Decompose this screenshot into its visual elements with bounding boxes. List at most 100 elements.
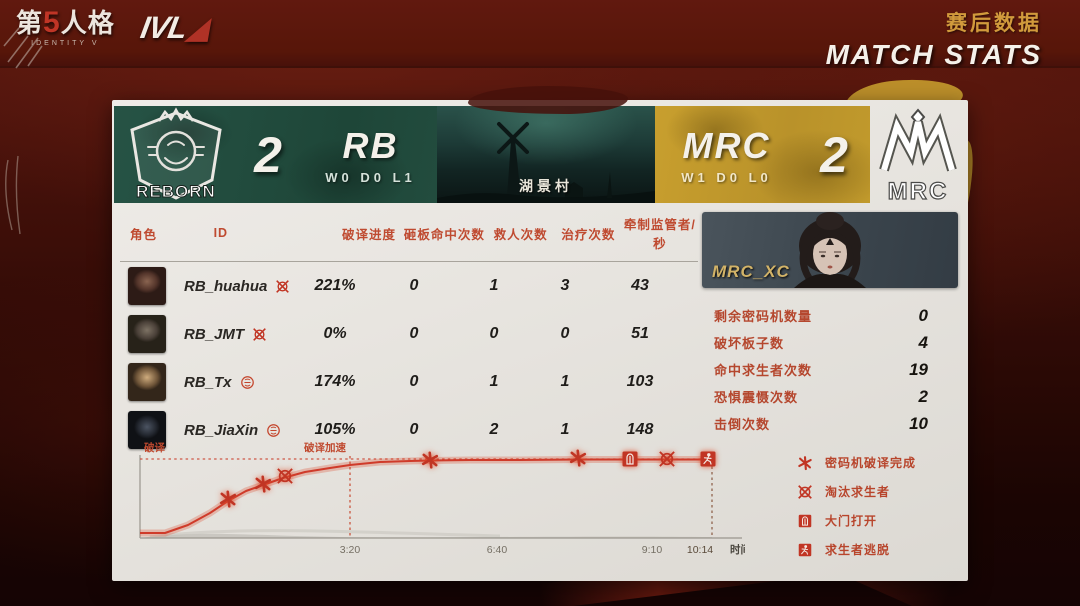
hunter-portrait: [794, 212, 866, 288]
map-preview: 湖景村: [437, 106, 655, 203]
hunter-id: MRC_XC: [712, 262, 790, 281]
legend-label: 大门打开: [825, 514, 878, 528]
rescues: 1: [489, 277, 499, 294]
heals: 0: [560, 325, 570, 342]
mrc-team-logo: MRC: [870, 106, 966, 203]
decode-progress: 221%: [314, 277, 356, 294]
heals: 3: [560, 277, 570, 294]
survivor-stats-table: 角色 ID 破译进度 砸板命中次数 救人次数 治疗次数 牵制监管者/秒 RB_h…: [120, 208, 698, 454]
rescues: 2: [489, 421, 499, 438]
right-team-name-block: MRC W1 D0 L0: [655, 125, 798, 185]
stat-label: 剩余密码机数量: [714, 309, 813, 324]
avatar: [128, 267, 166, 305]
player-id: RB_JMT: [184, 325, 245, 343]
cipher-complete-icon: [797, 454, 813, 471]
eliminated-icon: [276, 279, 290, 293]
dark-paint-smudge: [468, 86, 628, 114]
x-tick: 3:20: [340, 544, 361, 556]
x-tick: 9:10: [642, 544, 663, 556]
kite-seconds: 51: [631, 325, 649, 342]
screen-title: 赛后数据 MATCH STATS: [826, 7, 1042, 71]
top-bar: 第5人格 IDENTITY V IVL◢ 赛后数据 MATCH STATS: [0, 0, 1080, 71]
scratch-decoration: [3, 27, 43, 69]
legend-label: 求生者逃脱: [825, 543, 891, 557]
player-id: RB_huahua: [184, 277, 268, 295]
hunter-stat-row: 剩余密码机数量 0: [702, 302, 958, 329]
board-hits: 0: [409, 277, 419, 294]
background-silhouette: [140, 533, 712, 538]
survivor-escape-icon: [798, 542, 812, 557]
game-title-sub: IDENTITY V: [31, 40, 100, 47]
avatar: [128, 315, 166, 353]
escaped-icon: [240, 375, 254, 389]
survivor-escape-marker: [699, 450, 717, 468]
player-id: RB_JiaXin: [184, 421, 259, 439]
screen-title-en: MATCH STATS: [825, 39, 1042, 70]
hunter-stats-list: 剩余密码机数量 0 破坏板子数 4 命中求生者次数 19 恐惧震慑次数 2 击倒…: [702, 302, 958, 437]
avatar: [128, 363, 166, 401]
stat-label: 破坏板子数: [714, 336, 785, 351]
legend-item: 淘汰求生者: [795, 477, 916, 506]
rescues: 1: [489, 373, 499, 390]
brand-logos: 第5人格 IDENTITY V IVL◢: [16, 6, 212, 48]
stat-value: 19: [909, 359, 928, 379]
col-header-board-hits: 砸板命中次数: [403, 227, 485, 242]
right-team-record: W1 D0 L0: [681, 169, 772, 185]
left-team-name: RB: [342, 124, 399, 166]
left-team-score: 2: [254, 126, 282, 183]
legend-label: 淘汰求生者: [825, 485, 891, 499]
match-end-tick: 10:14: [687, 544, 713, 556]
hunter-stat-row: 恐惧震慑次数 2: [702, 383, 958, 410]
eliminated-icon: [252, 327, 267, 341]
legend-item: 密码机破译完成: [795, 448, 916, 477]
hunter-stat-row: 破坏板子数 4: [702, 329, 958, 356]
reborn-logo-text: REBORN: [136, 182, 216, 201]
col-header-kite: 牵制监管者/秒: [623, 218, 696, 251]
stat-value: 2: [918, 386, 928, 406]
col-header-decode: 破译进度: [342, 227, 397, 242]
board-hits: 0: [409, 325, 419, 342]
col-header-heals: 治疗次数: [561, 227, 616, 242]
screen-title-cn: 赛后数据: [946, 12, 1042, 35]
background-silhouette: [149, 529, 501, 539]
rescues: 0: [489, 325, 499, 342]
kite-seconds: 43: [631, 277, 649, 294]
y-axis-label: 破译: [144, 441, 165, 454]
table-row: RB_Tx 174% 0 1 1 103: [120, 358, 698, 406]
legend-label: 密码机破译完成: [825, 456, 917, 470]
stat-label: 恐惧震慑次数: [714, 390, 799, 405]
ivl-league-logo: IVL◢: [137, 9, 212, 45]
hunter-stat-row: 命中求生者次数 19: [702, 356, 958, 383]
avatar: [128, 411, 166, 449]
gate-open-icon: [798, 513, 812, 528]
table-header-row: 角色 ID 破译进度 砸板命中次数 救人次数 治疗次数 牵制监管者/秒: [120, 208, 698, 262]
escaped-icon: [267, 423, 281, 437]
map-name: 湖景村: [519, 178, 573, 194]
hunter-banner: MRC_XC: [702, 212, 958, 288]
hunter-stat-row: 击倒次数 10: [702, 410, 958, 437]
mrc-logo-text: MRC: [888, 178, 949, 203]
board-hits: 0: [409, 421, 419, 438]
right-team-name: MRC: [682, 124, 771, 166]
stat-label: 击倒次数: [714, 417, 771, 432]
x-tick: 6:40: [487, 544, 508, 556]
legend-item: 求生者逃脱: [795, 535, 916, 564]
decode-timeline-chart: 破译 破译加速 3:20 6:40 9:10 10:14 时间: [139, 441, 745, 556]
kite-seconds: 103: [626, 373, 654, 390]
timeline-legend: 密码机破译完成 淘汰求生者 大门打开 求生者逃脱: [795, 448, 916, 564]
game-title: 第5人格: [16, 6, 115, 39]
decode-progress: 174%: [314, 373, 356, 390]
heals: 1: [560, 373, 570, 390]
windmill-silhouette: [437, 122, 655, 203]
table-row: RB_JiaXin 105% 0 2 1 148: [120, 406, 698, 454]
heals: 1: [560, 421, 570, 438]
decode-accel-label: 破译加速: [304, 441, 346, 454]
left-team-name-block: RB W0 D0 L1: [304, 125, 437, 185]
col-header-rescues: 救人次数: [493, 227, 548, 242]
stat-value: 10: [909, 413, 928, 433]
gate-open-marker: [621, 450, 639, 468]
identity-v-logo: 第5人格 IDENTITY V: [16, 6, 115, 48]
decode-progress: 0%: [323, 325, 347, 342]
table-row: RB_huahua 221% 0 1 3 43: [120, 262, 698, 310]
right-team-score: 2: [820, 126, 848, 183]
